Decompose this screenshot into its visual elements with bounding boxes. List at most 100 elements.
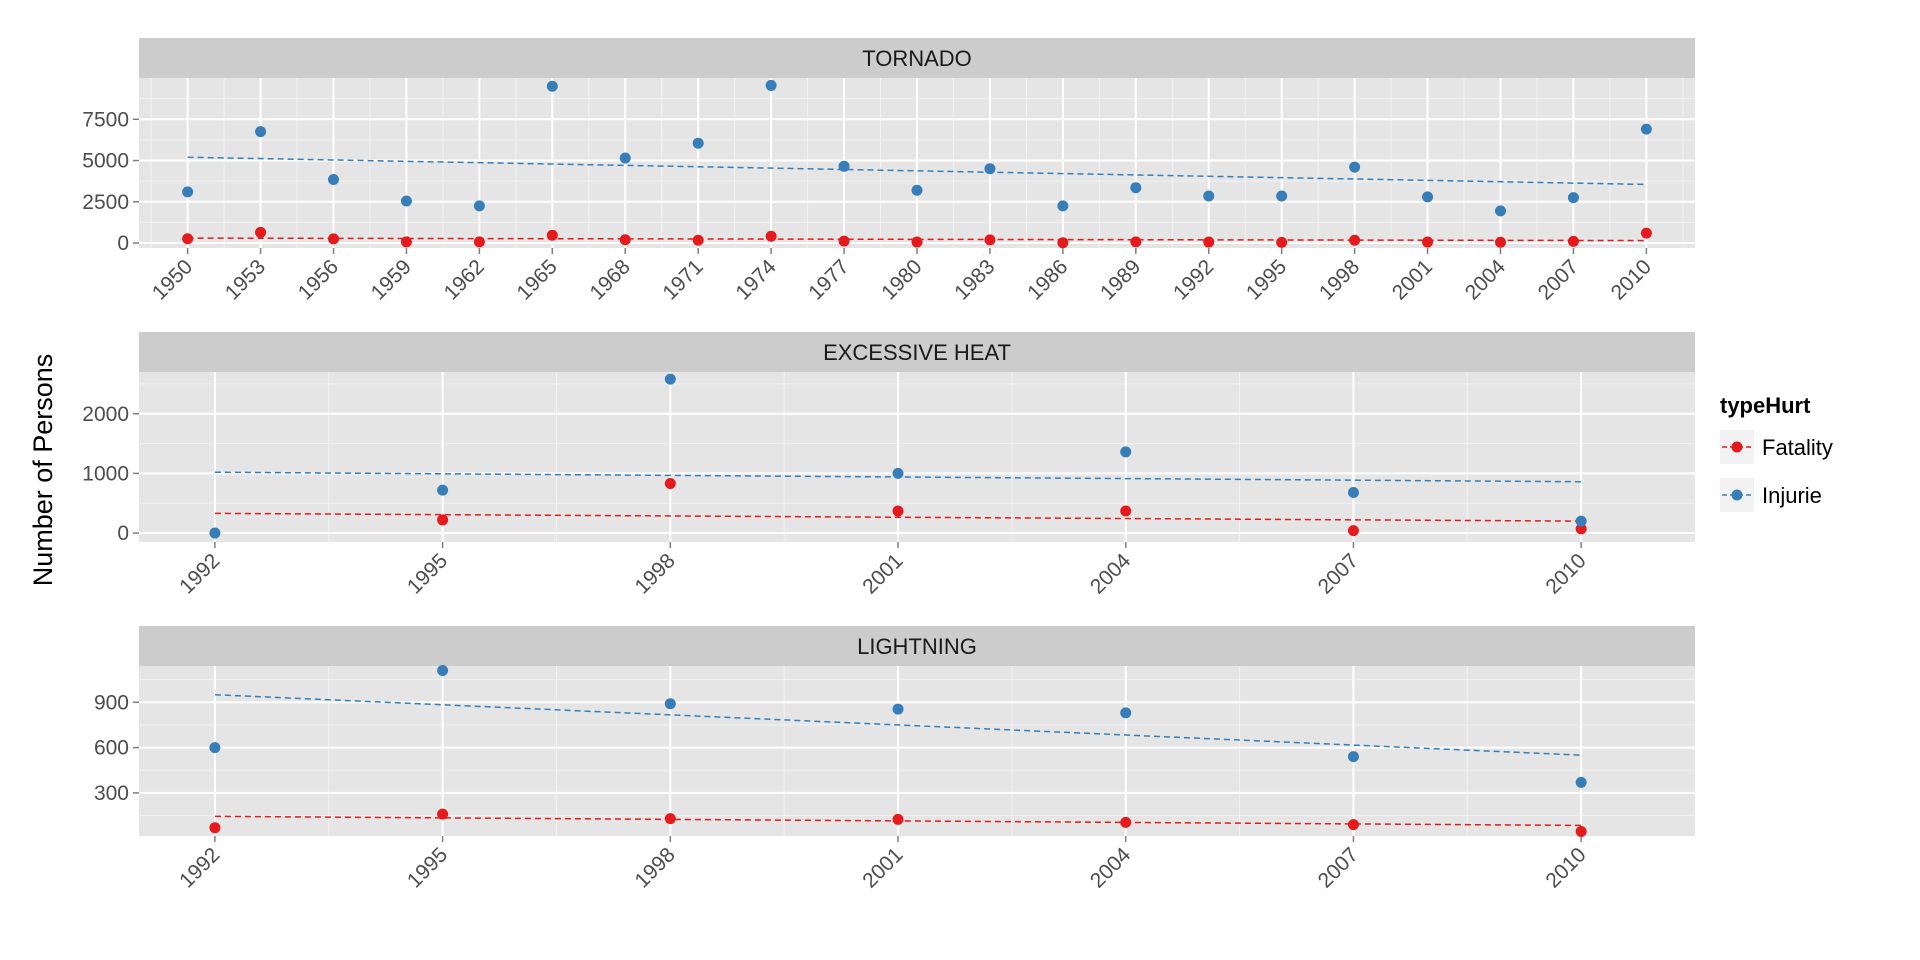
x-tick-label: 1995 <box>403 549 452 598</box>
point-fatality <box>838 235 850 247</box>
x-tick-label: 1965 <box>513 255 562 304</box>
y-tick-label: 900 <box>94 691 129 714</box>
trend-line-fatality <box>187 237 1647 242</box>
point-fatality <box>892 505 904 517</box>
trend-line-injurie <box>214 693 1582 756</box>
point-fatality <box>984 234 996 246</box>
x-tick-label: 2004 <box>1086 843 1136 893</box>
x-tick-label: 1950 <box>148 255 197 304</box>
legend: typeHurt Fatality Injurie <box>1720 393 1833 512</box>
point-fatality <box>255 226 267 238</box>
x-tick-label: 1959 <box>367 255 416 304</box>
point-injurie <box>838 160 850 172</box>
point-fatality <box>437 808 449 820</box>
x-tick-label: 1992 <box>175 549 224 598</box>
point-fatality <box>437 514 449 526</box>
point-fatality <box>1640 227 1652 239</box>
point-injurie <box>1120 446 1132 458</box>
point-fatality <box>692 234 704 246</box>
point-fatality <box>619 234 631 246</box>
x-tick-label: 2001 <box>1388 255 1437 304</box>
x-tick-label: 1986 <box>1023 255 1072 304</box>
point-fatality <box>1347 819 1359 831</box>
point-injurie <box>546 80 558 92</box>
point-injurie <box>1349 161 1361 173</box>
point-fatality <box>1276 236 1288 248</box>
y-axis-title: Number of Persons <box>28 354 58 587</box>
strip-lightning <box>139 626 1695 666</box>
point-fatality <box>1575 523 1587 535</box>
x-tick-label: 1968 <box>585 255 634 304</box>
point-injurie <box>1567 192 1579 204</box>
legend-title: typeHurt <box>1720 393 1811 418</box>
strip-excessive-heat <box>139 332 1695 372</box>
point-injurie <box>328 174 339 186</box>
point-fatality <box>473 236 485 248</box>
point-injurie <box>892 703 904 715</box>
point-injurie <box>437 484 449 496</box>
point-injurie <box>1422 191 1434 203</box>
facet-tornado: TORNADO 0 2500 5000 7500 1950 1953 1956 1959 1962… <box>82 38 1695 305</box>
strip-title-tornado: TORNADO <box>862 46 972 71</box>
x-tick-label: 1995 <box>403 843 452 892</box>
y-tick-label: 2000 <box>82 403 129 426</box>
trend-line-fatality <box>214 512 1582 522</box>
y-tick-label: 600 <box>94 737 129 760</box>
point-fatality <box>765 230 777 242</box>
point-injurie <box>664 373 676 385</box>
point-injurie <box>765 79 777 91</box>
point-fatality <box>911 236 923 248</box>
x-tick-label: 1962 <box>440 255 489 304</box>
panel-background-excessive-heat <box>139 372 1695 542</box>
y-tick-label: 300 <box>94 782 129 805</box>
point-injurie <box>1575 776 1587 788</box>
point-injurie <box>664 698 676 710</box>
point-injurie <box>892 467 904 479</box>
point-fatality <box>1130 236 1142 248</box>
point-fatality <box>892 813 904 825</box>
x-tick-label: 1956 <box>294 255 343 304</box>
point-fatality <box>664 478 676 490</box>
point-fatality <box>1120 816 1132 828</box>
x-tick-label: 1983 <box>950 255 999 304</box>
x-tick-label: 2007 <box>1314 549 1363 598</box>
point-fatality <box>1495 236 1506 248</box>
point-injurie <box>437 665 449 677</box>
x-tick-label: 1989 <box>1096 255 1145 304</box>
point-fatality <box>546 229 558 241</box>
point-fatality <box>1567 235 1579 247</box>
point-injurie <box>1120 707 1132 719</box>
point-injurie <box>1495 205 1506 217</box>
point-injurie <box>473 200 485 212</box>
x-tick-label: 2001 <box>858 843 907 892</box>
facet-lightning: LIGHTNING 300 600 900 1992 1995 1998 2001 2004 20… <box>94 626 1695 893</box>
point-injurie <box>1203 190 1215 202</box>
point-fatality <box>1057 237 1069 249</box>
panel-background-lightning <box>139 666 1695 836</box>
trend-line-injurie <box>187 156 1647 186</box>
point-fatality <box>400 236 412 248</box>
point-fatality <box>1422 236 1434 248</box>
x-tick-label: 1998 <box>1315 255 1364 304</box>
point-injurie <box>692 137 704 149</box>
point-injurie <box>1057 200 1069 212</box>
y-tick-label: 0 <box>117 232 129 255</box>
point-injurie <box>1640 123 1652 135</box>
point-injurie <box>182 186 194 198</box>
x-tick-label: 2001 <box>858 549 907 598</box>
strip-title-lightning: LIGHTNING <box>857 634 977 659</box>
legend-label-injurie: Injurie <box>1762 483 1822 508</box>
strip-title-excessive-heat: EXCESSIVE HEAT <box>823 340 1011 365</box>
point-injurie <box>911 184 923 196</box>
legend-key-injurie <box>1720 478 1754 512</box>
strip-tornado <box>139 38 1695 78</box>
y-tick-label: 2500 <box>82 191 129 214</box>
y-tick-label: 5000 <box>82 150 129 173</box>
point-injurie <box>400 195 412 207</box>
point-fatality <box>1203 236 1215 248</box>
y-tick-label: 7500 <box>82 108 129 131</box>
point-injurie <box>209 527 221 539</box>
point-injurie <box>1347 751 1359 763</box>
point-fatality <box>1575 825 1587 837</box>
point-fatality <box>1120 505 1132 517</box>
